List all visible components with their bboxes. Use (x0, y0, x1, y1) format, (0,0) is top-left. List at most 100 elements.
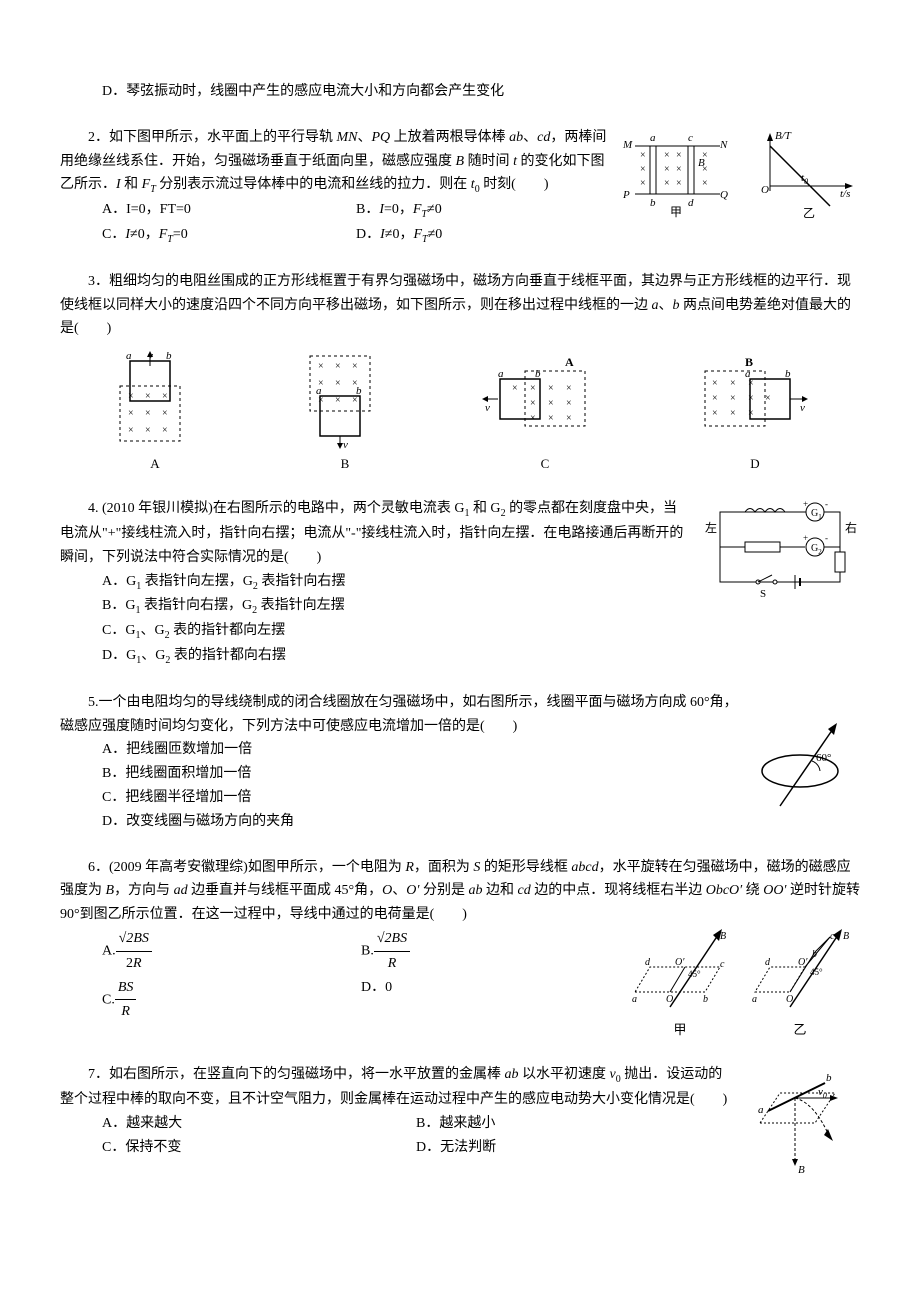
svg-text:×: × (702, 150, 708, 161)
q4-opt-d: D．G1、G2 表的指针都向右摆 (102, 644, 860, 669)
svg-text:×: × (712, 408, 718, 419)
svg-text:+: + (803, 499, 808, 509)
q5-figure: 60° (750, 721, 860, 811)
q3-figures: a b v × × × × × × × × × A a b v (60, 351, 860, 475)
svg-text:×: × (352, 378, 358, 389)
svg-text:-: - (825, 499, 828, 509)
svg-text:c: c (830, 931, 835, 942)
svg-text:+: + (803, 533, 808, 543)
svg-text:B: B (798, 1164, 805, 1176)
svg-text:O: O (786, 994, 793, 1005)
svg-text:v: v (343, 439, 348, 451)
q2-opt-d: D．I≠0，FT≠0 (356, 223, 610, 248)
q3-label-a: A (100, 453, 210, 475)
svg-text:v0: v0 (818, 1086, 827, 1100)
svg-text:a: a (498, 368, 504, 380)
svg-text:×: × (145, 425, 151, 436)
svg-text:×: × (145, 391, 151, 402)
q7-opt-d: D．无法判断 (416, 1136, 730, 1160)
svg-text:c: c (688, 132, 693, 144)
svg-text:×: × (664, 164, 670, 175)
svg-text:×: × (128, 391, 134, 402)
svg-text:×: × (335, 395, 341, 406)
svg-text:O: O (761, 184, 769, 196)
svg-text:×: × (335, 378, 341, 389)
svg-text:×: × (640, 150, 646, 161)
q2-opts: A．I=0，FT=0 B．I=0，FT≠0 C．I≠0，FT=0 D．I≠0，F… (60, 198, 610, 248)
q3-text: 3．粗细均匀的电阻丝围成的正方形线框置于有界匀强磁场中，磁场方向垂直于线框平面，… (60, 270, 860, 341)
svg-text:Q: Q (720, 189, 728, 201)
svg-text:a: a (752, 994, 757, 1005)
q3-label-c: C (480, 453, 610, 475)
q2-opt-a: A．I=0，FT=0 (102, 198, 356, 223)
q6-fig-jia: a b c d O O′ B 45° 甲 (620, 927, 740, 1041)
q7-opt-a: A．越来越大 (102, 1112, 416, 1136)
svg-text:×: × (128, 425, 134, 436)
svg-text:t/s: t/s (840, 188, 850, 200)
q3-fig-c: a b v ×××× ××× ××× A C (480, 351, 610, 475)
svg-text:×: × (530, 398, 536, 409)
svg-text:b: b (812, 949, 817, 960)
svg-text:×: × (702, 178, 708, 189)
q4-figure: G1 +- G2 +- S 左 右 (700, 497, 860, 607)
svg-text:×: × (162, 391, 168, 402)
svg-text:A: A (565, 355, 574, 369)
q4-opt-c: C．G1、G2 表的指针都向左摆 (102, 619, 860, 644)
opt-d: D．琴弦振动时，线圈中产生的感应电流大小和方向都会产生变化 (60, 80, 860, 104)
q3-fig-a: a b v ××× ××× ××× A (100, 351, 210, 475)
svg-text:B: B (745, 355, 753, 369)
svg-text:b: b (650, 197, 656, 209)
svg-text:左: 左 (705, 520, 717, 535)
svg-text:b: b (535, 368, 541, 380)
svg-text:O′: O′ (675, 957, 685, 968)
svg-text:45°: 45° (810, 967, 823, 977)
q3-fig-b: a b v ××× ××× ××× B (290, 351, 400, 475)
svg-text:a: a (126, 351, 132, 362)
svg-text:×: × (548, 383, 554, 394)
q3-fig-d: a b v ××× ×××× ××× B D (690, 351, 820, 475)
svg-text:×: × (548, 398, 554, 409)
svg-text:N: N (719, 139, 728, 151)
svg-text:v: v (800, 402, 805, 414)
svg-text:-: - (825, 533, 828, 543)
svg-text:×: × (352, 361, 358, 372)
svg-text:×: × (712, 393, 718, 404)
q7-opt-c: C．保持不变 (102, 1136, 416, 1160)
q5-opt-b: B．把线圈面积增加一倍 (102, 762, 860, 786)
svg-text:×: × (730, 408, 736, 419)
svg-text:d: d (765, 957, 771, 968)
svg-text:×: × (730, 393, 736, 404)
svg-text:M: M (622, 139, 633, 151)
q6-opt-a: A.√2BS2R (102, 927, 361, 976)
svg-text:右: 右 (845, 520, 857, 535)
svg-text:O: O (666, 994, 673, 1005)
svg-text:v: v (485, 402, 490, 414)
q6-opt-d: D．0 (361, 976, 620, 1025)
svg-text:×: × (128, 408, 134, 419)
svg-text:B: B (720, 931, 726, 942)
svg-text:×: × (530, 413, 536, 424)
q2-opt-b: B．I=0，FT≠0 (356, 198, 610, 223)
svg-text:t0: t0 (801, 172, 808, 186)
svg-text:×: × (676, 164, 682, 175)
svg-text:a: a (758, 1104, 764, 1116)
q4: G1 +- G2 +- S 左 右 (60, 497, 860, 669)
svg-text:×: × (566, 413, 572, 424)
q5-opt-d: D．改变线圈与磁场方向的夹角 (102, 810, 860, 834)
q5-text: 5.一个由电阻均匀的导线绕制成的闭合线圈放在匀强磁场中，如右图所示，线圈平面与磁… (60, 691, 860, 739)
q5: 60° 5.一个由电阻均匀的导线绕制成的闭合线圈放在匀强磁场中，如右图所示，线圈… (60, 691, 860, 834)
svg-text:×: × (676, 150, 682, 161)
svg-text:×: × (318, 378, 324, 389)
svg-text:a: a (650, 132, 656, 144)
svg-text:×: × (765, 393, 771, 404)
svg-text:×: × (748, 408, 754, 419)
svg-text:×: × (702, 164, 708, 175)
svg-text:S: S (760, 588, 766, 600)
svg-text:a: a (632, 994, 637, 1005)
svg-text:×: × (664, 150, 670, 161)
svg-text:d: d (645, 957, 651, 968)
q6: 6．(2009 年高考安徽理综)如图甲所示，一个电阻为 R，面积为 S 的矩形导… (60, 856, 860, 1041)
q2: M N P Q a c b d B ×××× ×××× ×××× 甲 (60, 126, 860, 248)
q7: a b v0 B 7．如右图所示，在竖直向下的匀强磁场中，将一水平放置的金属棒 … (60, 1063, 860, 1183)
svg-text:b: b (785, 368, 791, 380)
